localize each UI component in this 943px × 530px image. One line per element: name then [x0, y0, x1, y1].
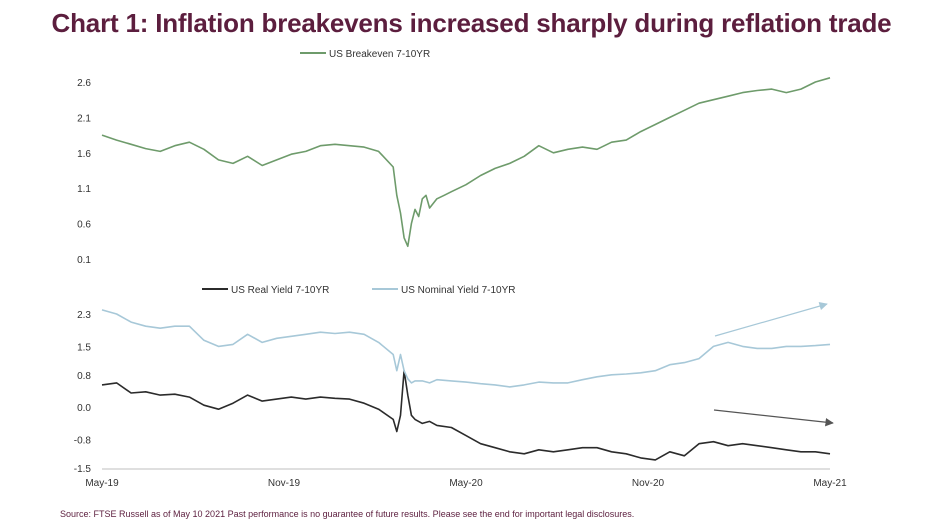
breakeven-lines [101, 77, 831, 248]
y-tick-label: 0.8 [77, 371, 91, 382]
trend-arrows [713, 302, 834, 427]
y-tick-label: 1.5 [77, 342, 91, 353]
y-tick-label: 1.6 [77, 149, 91, 160]
series-line-us-nominal-yield-7-10yr [101, 309, 831, 388]
legend-label: US Nominal Yield 7-10YR [401, 285, 516, 296]
y-tick-label: 2.1 [77, 113, 91, 124]
x-tick-label: May-21 [813, 478, 847, 489]
y-tick-label: 2.6 [77, 78, 91, 89]
breakeven-axes: 0.1 0.6 1.1 1.6 2.1 2.6 [77, 78, 91, 266]
y-tick-label: 0.6 [77, 220, 91, 231]
yield-axes: -1.5 -0.8 0.0 0.8 1.5 2.3 May-19 Nov-19 May-20 No… [74, 310, 847, 489]
breakeven-legend: US Breakeven 7-10YR [300, 49, 430, 60]
y-tick-label: -1.5 [74, 464, 92, 475]
y-tick-label: 0.0 [77, 403, 91, 414]
yield-lines [101, 309, 831, 461]
series-line-us-real-yield-7-10yr [101, 369, 831, 461]
legend-label: US Real Yield 7-10YR [231, 285, 329, 296]
nominal-trend-arrow [714, 302, 828, 337]
y-tick-label: 2.3 [77, 310, 91, 321]
series-line-us-breakeven-7-10yr [101, 77, 831, 248]
x-tick-label: Nov-20 [632, 478, 665, 489]
y-tick-label: 0.1 [77, 255, 91, 266]
real-trend-arrow [713, 409, 834, 427]
x-tick-label: May-19 [85, 478, 119, 489]
y-tick-label: 1.1 [77, 184, 91, 195]
x-tick-label: May-20 [449, 478, 483, 489]
yield-legend: US Real Yield 7-10YR US Nominal Yield 7-1… [202, 285, 516, 296]
source-footnote: Source: FTSE Russell as of May 10 2021 P… [60, 509, 635, 519]
x-tick-label: Nov-19 [268, 478, 301, 489]
legend-label: US Breakeven 7-10YR [329, 49, 430, 60]
chart-title: Chart 1: Inflation breakevens increased … [51, 8, 892, 38]
y-tick-label: -0.8 [74, 436, 92, 447]
